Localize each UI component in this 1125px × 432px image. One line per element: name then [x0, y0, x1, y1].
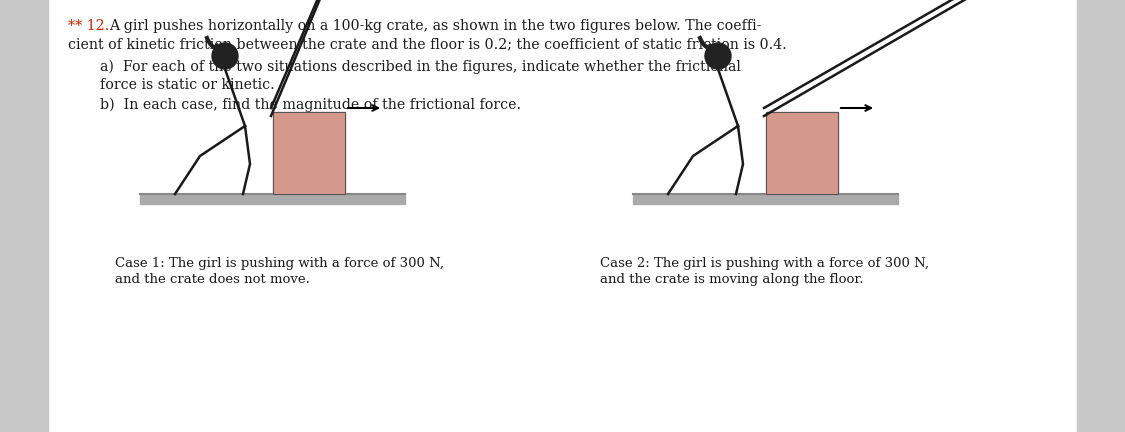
Bar [766, 112, 838, 194]
Bar [273, 112, 345, 194]
Text: and the crate is moving along the floor.: and the crate is moving along the floor. [600, 273, 864, 286]
Text: Case 2: The girl is pushing with a force of 300 N,: Case 2: The girl is pushing with a force… [600, 257, 929, 270]
Circle shape [212, 43, 238, 69]
Text: A girl pushes horizontally on a 100-kg crate, as shown in the two figures below.: A girl pushes horizontally on a 100-kg c… [109, 19, 762, 33]
Text: b)  In each case, find the magnitude of the frictional force.: b) In each case, find the magnitude of t… [100, 98, 521, 112]
Circle shape [705, 43, 731, 69]
Text: and the crate does not move.: and the crate does not move. [115, 273, 309, 286]
Bar [766, 112, 838, 194]
Bar [273, 112, 345, 194]
Bar [633, 194, 898, 204]
Text: a)  For each of the two situations described in the figures, indicate whether th: a) For each of the two situations descri… [100, 60, 741, 74]
Bar [140, 194, 405, 204]
Text: ** 12.: ** 12. [68, 19, 109, 33]
Text: Case 1: The girl is pushing with a force of 300 N,: Case 1: The girl is pushing with a force… [115, 257, 444, 270]
Bar [0, 0, 48, 432]
Bar [1077, 0, 1125, 432]
Text: force is static or kinetic.: force is static or kinetic. [100, 78, 274, 92]
Text: cient of kinetic friction between the crate and the floor is 0.2; the coefficien: cient of kinetic friction between the cr… [68, 37, 786, 51]
